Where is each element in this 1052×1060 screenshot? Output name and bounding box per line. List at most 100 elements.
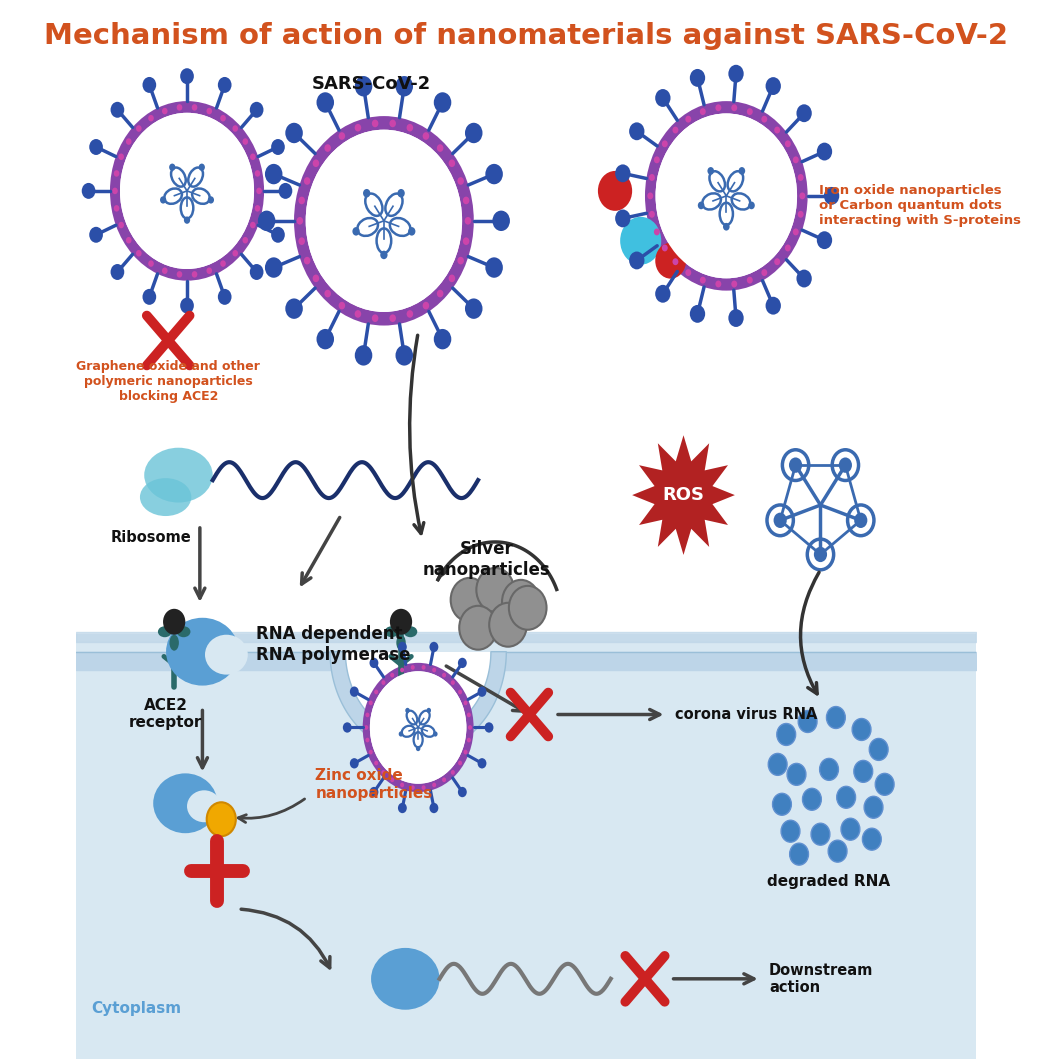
Circle shape	[773, 513, 787, 528]
Circle shape	[380, 250, 387, 260]
Circle shape	[647, 193, 653, 199]
Circle shape	[136, 250, 142, 257]
Circle shape	[781, 820, 800, 843]
Circle shape	[206, 802, 236, 836]
Circle shape	[458, 257, 464, 264]
Circle shape	[731, 281, 737, 287]
Circle shape	[629, 122, 645, 140]
Circle shape	[110, 264, 124, 280]
Circle shape	[206, 108, 213, 114]
Circle shape	[369, 787, 379, 797]
Circle shape	[191, 104, 198, 110]
Circle shape	[317, 92, 335, 112]
Circle shape	[800, 193, 805, 199]
Circle shape	[408, 227, 416, 235]
Polygon shape	[163, 188, 183, 205]
Circle shape	[82, 183, 96, 199]
Circle shape	[422, 785, 426, 790]
Circle shape	[820, 758, 838, 780]
Circle shape	[468, 725, 472, 730]
Circle shape	[207, 196, 214, 204]
Circle shape	[451, 681, 454, 685]
Circle shape	[458, 177, 464, 184]
Circle shape	[863, 828, 882, 850]
Circle shape	[160, 196, 166, 204]
Ellipse shape	[187, 791, 221, 823]
Circle shape	[629, 251, 645, 269]
Circle shape	[700, 108, 706, 116]
Circle shape	[429, 641, 439, 652]
Ellipse shape	[177, 626, 190, 637]
Circle shape	[250, 222, 256, 228]
Circle shape	[113, 188, 118, 194]
Circle shape	[458, 658, 467, 668]
Circle shape	[324, 144, 331, 152]
Polygon shape	[191, 188, 210, 205]
Circle shape	[649, 174, 655, 181]
Circle shape	[339, 302, 345, 310]
Circle shape	[615, 164, 630, 182]
Circle shape	[371, 315, 379, 322]
Circle shape	[218, 77, 231, 93]
Circle shape	[816, 231, 832, 249]
Ellipse shape	[166, 618, 239, 686]
Circle shape	[232, 125, 238, 131]
Text: Iron oxide nanoparticles
or Carbon quantum dots
interacting with S-proteins: Iron oxide nanoparticles or Carbon quant…	[818, 184, 1020, 227]
Ellipse shape	[385, 626, 399, 637]
Circle shape	[355, 124, 361, 131]
Circle shape	[615, 210, 630, 227]
Circle shape	[803, 789, 822, 810]
Circle shape	[304, 177, 310, 184]
Circle shape	[180, 298, 194, 314]
Circle shape	[465, 217, 471, 225]
Circle shape	[126, 138, 132, 145]
Circle shape	[655, 243, 686, 279]
Circle shape	[410, 665, 414, 670]
Circle shape	[814, 547, 827, 562]
Circle shape	[257, 188, 262, 194]
Circle shape	[852, 719, 871, 741]
Circle shape	[649, 211, 655, 217]
Circle shape	[89, 139, 103, 155]
Circle shape	[790, 843, 809, 865]
Circle shape	[662, 245, 668, 251]
Circle shape	[432, 668, 437, 672]
Circle shape	[485, 258, 503, 278]
Circle shape	[655, 285, 670, 303]
Circle shape	[811, 824, 830, 845]
Circle shape	[271, 227, 285, 243]
Circle shape	[382, 681, 385, 685]
Circle shape	[312, 275, 319, 282]
Circle shape	[422, 665, 426, 670]
Circle shape	[697, 201, 705, 209]
Circle shape	[785, 140, 791, 147]
Text: RNA dependent
RNA polymerase: RNA dependent RNA polymerase	[256, 625, 410, 665]
Circle shape	[265, 164, 283, 184]
Circle shape	[416, 746, 421, 752]
Circle shape	[199, 163, 205, 171]
Circle shape	[598, 171, 632, 211]
Circle shape	[390, 673, 394, 677]
Circle shape	[442, 777, 446, 782]
Circle shape	[772, 793, 791, 815]
Ellipse shape	[158, 626, 171, 637]
Polygon shape	[345, 652, 491, 737]
Circle shape	[285, 299, 303, 319]
Circle shape	[407, 311, 413, 318]
Circle shape	[798, 710, 817, 732]
Circle shape	[389, 315, 396, 322]
Circle shape	[854, 513, 867, 528]
Circle shape	[700, 277, 706, 284]
Circle shape	[463, 237, 469, 245]
Circle shape	[294, 117, 473, 325]
Circle shape	[458, 690, 462, 694]
Polygon shape	[707, 173, 728, 190]
Circle shape	[220, 114, 226, 122]
Circle shape	[478, 687, 486, 696]
Circle shape	[304, 257, 310, 264]
Circle shape	[390, 608, 412, 635]
Polygon shape	[401, 725, 416, 737]
Circle shape	[114, 171, 119, 177]
Circle shape	[816, 143, 832, 160]
Text: Zinc oxide
nanoparticles: Zinc oxide nanoparticles	[316, 768, 432, 800]
